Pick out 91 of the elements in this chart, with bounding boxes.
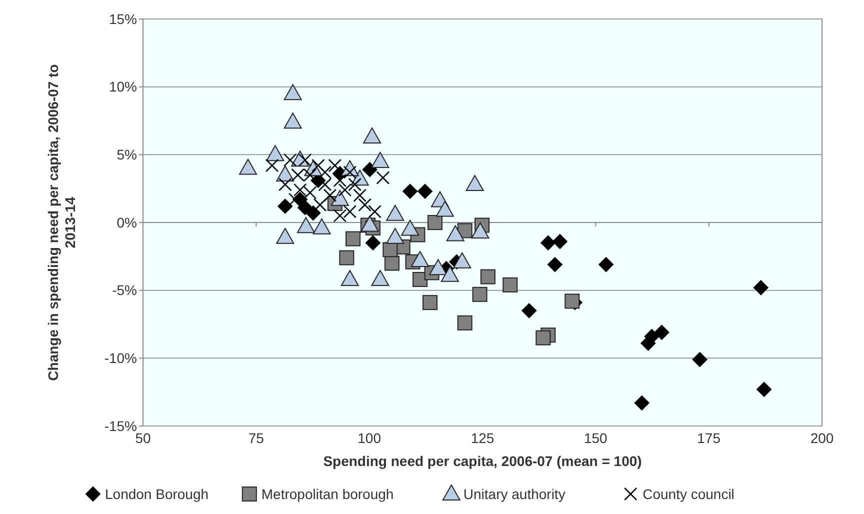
point — [330, 190, 349, 206]
point — [333, 209, 347, 222]
point — [278, 178, 292, 192]
point — [756, 382, 772, 397]
point — [472, 286, 488, 302]
point — [598, 257, 614, 272]
x-tick-label: 50 — [135, 430, 151, 446]
x-tick-label: 175 — [697, 430, 721, 446]
point — [346, 231, 361, 246]
point — [634, 395, 650, 410]
point — [418, 184, 433, 199]
point — [312, 218, 331, 234]
point — [411, 250, 430, 267]
y-tick-label: 0% — [116, 214, 137, 230]
point — [386, 228, 404, 244]
point — [427, 215, 442, 230]
point — [266, 145, 284, 162]
x-tick-label: 75 — [248, 430, 264, 446]
point — [303, 186, 317, 200]
point — [371, 270, 390, 286]
legend-label: County council — [642, 486, 734, 502]
point — [466, 175, 484, 192]
point — [365, 235, 380, 250]
point — [422, 295, 438, 310]
x-axis-title: Spending need per capita, 2006-07 (mean = 100) — [323, 453, 642, 469]
point — [293, 183, 307, 197]
point — [278, 198, 293, 214]
legend-label: London Borough — [105, 486, 209, 502]
legend-label: Unitary authority — [463, 486, 566, 502]
point — [343, 204, 357, 218]
point — [654, 324, 670, 340]
point — [402, 184, 418, 199]
point — [239, 158, 258, 175]
point — [338, 183, 352, 197]
y-tick-label: 15% — [108, 10, 137, 27]
point — [306, 206, 321, 221]
point — [376, 171, 390, 184]
x-tick-label: 100 — [358, 430, 382, 446]
point — [276, 166, 294, 182]
point — [328, 158, 342, 172]
point — [446, 225, 464, 242]
y-tick-label: -5% — [112, 282, 137, 298]
point — [502, 277, 518, 292]
point — [564, 294, 580, 309]
point — [540, 235, 556, 250]
point — [358, 198, 372, 212]
point — [283, 153, 297, 167]
point — [453, 252, 472, 268]
y-tick-label: 5% — [116, 146, 137, 163]
point — [340, 270, 359, 286]
x-tick-label: 150 — [584, 430, 608, 446]
point — [265, 158, 279, 172]
point — [412, 272, 428, 287]
x-tick-label: 125 — [470, 430, 494, 446]
point — [368, 204, 382, 218]
point — [386, 204, 404, 221]
point — [536, 330, 551, 346]
y-tick-label: -10% — [104, 350, 137, 366]
point — [360, 216, 379, 232]
point — [353, 188, 366, 202]
point — [291, 168, 304, 182]
point — [284, 112, 302, 129]
point — [692, 352, 708, 368]
point — [384, 256, 400, 271]
point — [552, 234, 568, 249]
point — [382, 242, 398, 258]
point — [284, 84, 302, 100]
point — [401, 220, 420, 236]
point — [547, 257, 562, 272]
point — [522, 303, 537, 318]
point — [480, 269, 496, 284]
point — [339, 250, 354, 266]
legend-label: Metropolitan borough — [261, 486, 394, 502]
x-tick-label: 200 — [810, 430, 834, 446]
point — [363, 128, 382, 144]
point — [436, 200, 454, 217]
point — [753, 280, 768, 296]
point — [313, 198, 327, 212]
y-tick-label: 10% — [108, 78, 137, 95]
point — [429, 259, 448, 276]
point — [276, 228, 294, 244]
point — [362, 162, 378, 178]
point — [323, 188, 337, 202]
point — [471, 222, 490, 238]
y-tick-label: -15% — [104, 418, 137, 434]
point — [371, 152, 390, 168]
point — [333, 174, 347, 188]
point — [457, 315, 472, 330]
point — [296, 217, 315, 234]
point — [440, 266, 459, 282]
y-axis-title: Change in spending need per capita, 2006-07 to 2013-14 — [45, 64, 78, 381]
